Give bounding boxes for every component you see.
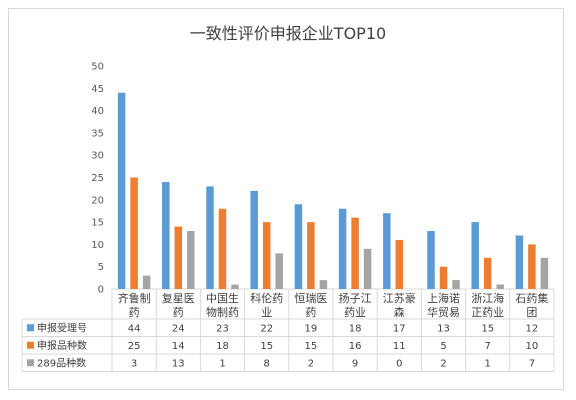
y-tick-label: 25 xyxy=(91,173,104,184)
bar-varieties-289 xyxy=(540,257,549,289)
y-tick-label: 20 xyxy=(91,195,104,206)
data-table-value: 18 xyxy=(349,323,362,334)
bar-acceptance xyxy=(162,181,170,289)
bar-acceptance xyxy=(427,231,435,289)
bar-varieties-289 xyxy=(187,231,195,289)
data-table-value: 11 xyxy=(393,341,406,352)
bar-varieties xyxy=(395,239,404,289)
data-table-value: 1 xyxy=(485,358,491,369)
data-table-value: 25 xyxy=(128,341,141,352)
legend-swatch xyxy=(27,359,34,367)
legend-label: 289品种数 xyxy=(37,356,86,369)
data-table-value: 3 xyxy=(131,358,137,369)
data-table-value: 16 xyxy=(349,341,362,352)
data-table-value: 22 xyxy=(260,323,273,334)
x-category-label: 复星医 xyxy=(162,291,195,305)
bar-varieties xyxy=(174,226,183,289)
data-table-value: 14 xyxy=(172,341,185,352)
data-table-value: 7 xyxy=(529,358,535,369)
bar-varieties-289 xyxy=(452,280,460,289)
data-table-value: 23 xyxy=(216,323,229,334)
x-category-label: 业 xyxy=(261,306,272,319)
x-category-label: 中国生 xyxy=(206,291,239,305)
y-tick-label: 50 xyxy=(91,62,104,73)
y-tick-label: 0 xyxy=(98,285,104,296)
legend-swatch xyxy=(27,341,34,349)
data-table-value: 17 xyxy=(393,323,406,334)
x-category-label: 江苏豪 xyxy=(383,291,416,305)
x-category-label: 科伦药 xyxy=(250,291,283,305)
y-tick-label: 10 xyxy=(91,240,104,251)
chart-frame xyxy=(8,8,564,390)
x-category-label: 森 xyxy=(394,305,405,319)
data-table-value: 8 xyxy=(264,358,270,369)
bar-varieties xyxy=(351,217,359,289)
bar-varieties-289 xyxy=(496,284,504,289)
data-table-value: 44 xyxy=(128,323,141,334)
data-table-value: 9 xyxy=(352,358,358,369)
y-tick-label: 45 xyxy=(91,84,104,95)
data-table-value: 10 xyxy=(526,341,539,352)
x-category-label: 药 xyxy=(173,306,184,319)
data-table-value: 24 xyxy=(172,323,185,334)
data-table-value: 15 xyxy=(481,323,494,334)
y-tick-label: 35 xyxy=(91,128,104,139)
legend-label: 申报受理号 xyxy=(37,321,87,334)
bar-varieties-289 xyxy=(319,280,328,289)
bar-varieties xyxy=(528,244,536,289)
y-tick-label: 15 xyxy=(91,218,104,229)
x-category-label: 正药业 xyxy=(471,306,504,319)
bar-acceptance xyxy=(338,208,347,289)
data-table-value: 13 xyxy=(437,323,450,334)
bar-varieties xyxy=(262,222,271,289)
bar-varieties xyxy=(307,222,315,289)
data-table-value: 2 xyxy=(308,358,314,369)
data-table-value: 0 xyxy=(396,358,402,369)
bar-acceptance xyxy=(117,92,126,289)
data-table-value: 18 xyxy=(216,341,229,352)
x-category-label: 石药集 xyxy=(515,291,548,305)
bar-varieties-289 xyxy=(363,248,372,289)
x-category-label: 团 xyxy=(526,306,537,319)
x-category-label: 齐鲁制 xyxy=(118,291,151,305)
data-table-value: 1 xyxy=(219,358,225,369)
bar-varieties xyxy=(483,257,492,289)
bar-acceptance xyxy=(294,204,303,289)
x-category-label: 药业 xyxy=(344,306,366,319)
bar-varieties-289 xyxy=(142,275,151,289)
bar-varieties xyxy=(218,208,227,289)
data-table-value: 19 xyxy=(305,323,318,334)
x-category-label: 扬子江 xyxy=(339,291,372,305)
bar-acceptance xyxy=(515,235,524,289)
y-tick-label: 5 xyxy=(98,262,104,273)
legend-swatch xyxy=(27,324,34,332)
bar-acceptance xyxy=(471,222,479,289)
y-tick-label: 30 xyxy=(91,151,104,162)
data-table-value: 13 xyxy=(172,358,185,369)
x-category-label: 上海诺 xyxy=(427,291,460,305)
data-table-value: 15 xyxy=(260,341,273,352)
x-category-label: 华贸易 xyxy=(427,305,460,319)
bar-acceptance xyxy=(250,190,258,289)
bar-varieties xyxy=(130,177,138,289)
legend-label: 申报品种数 xyxy=(37,339,87,352)
y-tick-label: 40 xyxy=(91,106,104,117)
bar-varieties-289 xyxy=(231,284,239,289)
x-category-label: 药 xyxy=(129,306,140,319)
data-table-value: 15 xyxy=(305,341,318,352)
data-table-value: 5 xyxy=(440,341,446,352)
chart-title: 一致性评价申报企业TOP10 xyxy=(189,24,387,43)
x-category-label: 物制药 xyxy=(206,305,239,319)
bar-varieties-289 xyxy=(275,253,283,289)
data-table-value: 12 xyxy=(526,323,539,334)
x-category-label: 恒瑞医 xyxy=(294,291,327,305)
x-category-label: 浙江海 xyxy=(471,291,504,305)
bar-acceptance xyxy=(206,186,214,289)
bar-varieties xyxy=(439,266,448,289)
bar-acceptance xyxy=(383,213,391,289)
data-table-value: 7 xyxy=(485,341,491,352)
x-category-label: 药 xyxy=(305,306,316,319)
data-table-value: 2 xyxy=(440,358,446,369)
